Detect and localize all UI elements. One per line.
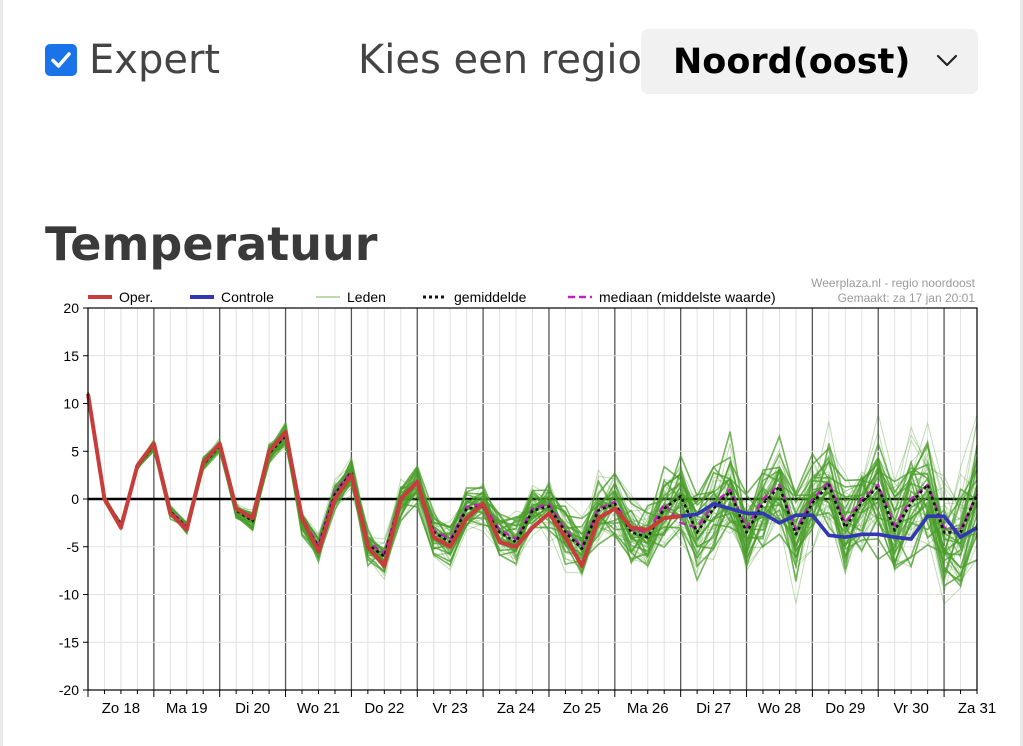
- x-tick-label: Zo 25: [563, 700, 601, 717]
- y-axis: 20 15 10 5 0 -5 -10 -15 -20: [59, 300, 88, 698]
- made-note: Gemaakt: za 17 jan 20:01: [838, 291, 976, 305]
- member-line: [87, 393, 978, 569]
- y-tick-label: -5: [67, 539, 80, 555]
- legend-label-mediaan: mediaan (middelste waarde): [599, 289, 776, 305]
- member-line: [87, 393, 978, 579]
- x-tick-label: Vr 23: [433, 700, 468, 717]
- legend: Oper. Controle Leden gemiddelde mediaan (mid…: [88, 289, 776, 305]
- x-tick-label: Do 22: [364, 700, 404, 717]
- expert-checkbox[interactable]: [45, 44, 77, 76]
- source-note: Weerplaza.nl - regio noordoost: [811, 276, 976, 290]
- region-select-value: Noord(oost): [673, 41, 911, 82]
- gemiddelde-line: [86, 393, 979, 558]
- member-line: [87, 393, 978, 568]
- x-tick-label: Ma 19: [166, 700, 208, 717]
- member-line: [87, 394, 978, 567]
- member-line: [87, 394, 978, 565]
- y-tick-label: -15: [59, 634, 79, 650]
- temperature-chart: 20 15 10 5 0 -5 -10 -15 -20 Zo 18 Ma 19 Di 20 Wo 21…: [59, 276, 996, 717]
- y-tick-label: -20: [59, 682, 79, 698]
- member-line: [87, 391, 978, 582]
- chevron-down-icon: [936, 54, 958, 67]
- member-line: [87, 393, 978, 570]
- member-line: [87, 393, 978, 572]
- legend-label-oper: Oper.: [119, 289, 153, 305]
- region-select[interactable]: Noord(oost): [641, 29, 978, 94]
- x-axis: Zo 18 Ma 19 Di 20 Wo 21 Do 22 Vr 23 Za 24 Zo 25…: [87, 690, 996, 717]
- controle-line: [680, 501, 978, 541]
- x-tick-label: Do 29: [825, 700, 865, 717]
- x-tick-label: Di 27: [696, 700, 731, 717]
- section-title: Temperatuur: [45, 217, 378, 271]
- x-tick-label: Wo 28: [758, 700, 801, 717]
- legend-label-controle: Controle: [221, 289, 274, 305]
- member-line: [87, 395, 978, 570]
- y-tick-label: 20: [63, 300, 79, 316]
- legend-label-gemiddelde: gemiddelde: [454, 289, 527, 305]
- checkmark-icon: [51, 52, 71, 68]
- y-tick-label: 10: [63, 396, 79, 412]
- region-label: Kies een regio:: [358, 37, 656, 83]
- legend-label-leden: Leden: [347, 289, 386, 305]
- x-tick-label: Zo 18: [102, 700, 140, 717]
- x-tick-label: Za 24: [497, 700, 535, 717]
- y-tick-label: -10: [59, 587, 79, 603]
- x-tick-label: Ma 26: [627, 700, 669, 717]
- member-line: [87, 391, 978, 585]
- series-lines: [86, 393, 979, 568]
- expert-toggle[interactable]: Expert: [45, 37, 221, 83]
- oper-line: [86, 393, 681, 568]
- y-tick-label: 15: [63, 348, 79, 364]
- y-tick-label: 0: [71, 491, 79, 507]
- mediaan-line: [86, 393, 978, 555]
- expert-label: Expert: [89, 37, 221, 83]
- x-tick-label: Vr 30: [893, 700, 928, 717]
- y-tick-label: 5: [71, 443, 79, 459]
- x-tick-label: Di 20: [235, 700, 270, 717]
- x-tick-label: Za 31: [958, 700, 996, 717]
- x-tick-label: Wo 21: [297, 700, 340, 717]
